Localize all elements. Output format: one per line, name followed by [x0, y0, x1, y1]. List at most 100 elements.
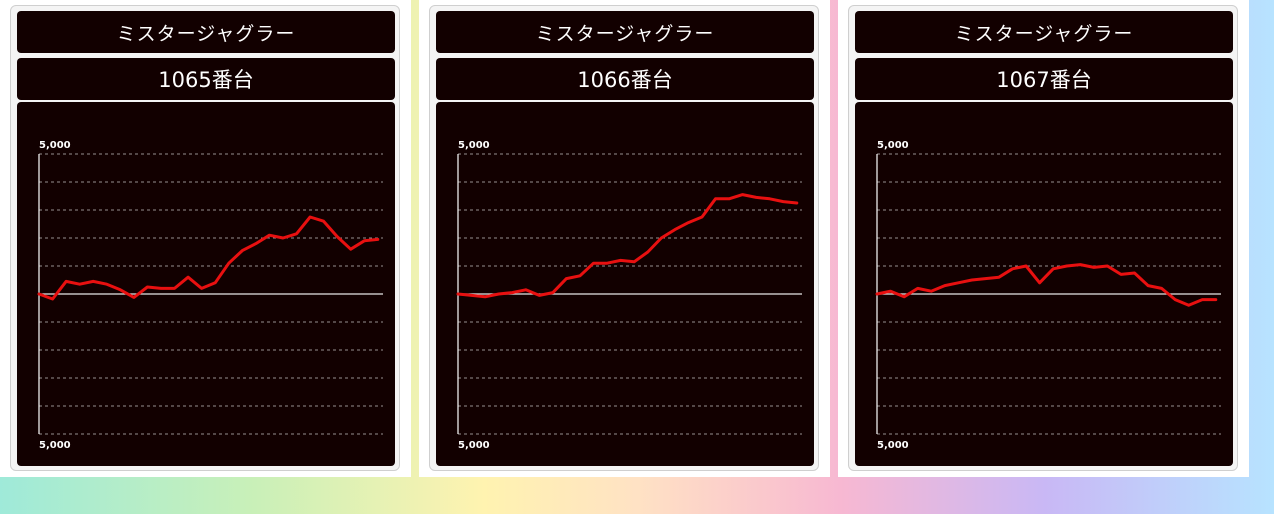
- panel-1066: ミスタージャグラー 1066番台 5,000 5,000: [419, 0, 830, 477]
- data-point: [309, 216, 311, 218]
- data-point: [579, 275, 581, 277]
- data-point: [1160, 287, 1163, 290]
- data-point: [998, 276, 1000, 278]
- data-point: [1038, 282, 1041, 284]
- slump-graph-svg: 5,000 5,000: [875, 140, 1221, 451]
- data-point: [1201, 298, 1204, 301]
- data-point: [282, 237, 284, 239]
- unit-number-label: 1066番台: [436, 58, 814, 100]
- data-point: [984, 277, 987, 280]
- data-point: [633, 261, 635, 263]
- data-point: [227, 262, 230, 264]
- data-point: [470, 294, 473, 297]
- machine-card: ミスタージャグラー 1067番台 5,000 5,000: [848, 5, 1238, 471]
- slump-graph: 5,000 5,000: [855, 102, 1233, 466]
- data-point: [782, 200, 785, 203]
- data-point: [606, 262, 608, 264]
- panel-1067: ミスタージャグラー 1067番台 5,000 5,000: [838, 0, 1249, 477]
- data-point: [701, 216, 703, 218]
- machine-name-label: ミスタージャグラー: [436, 11, 814, 53]
- data-point: [1025, 265, 1027, 267]
- data-point: [646, 251, 649, 253]
- data-point: [295, 233, 298, 235]
- y-bottom-label: 5,000: [39, 440, 71, 451]
- data-point: [1011, 268, 1014, 270]
- data-point: [592, 262, 595, 264]
- unit-number-label: 1065番台: [17, 58, 395, 100]
- data-point: [497, 293, 500, 295]
- data-point: [524, 289, 527, 291]
- data-point: [1215, 298, 1217, 301]
- data-point: [889, 290, 892, 292]
- data-point: [971, 279, 973, 281]
- data-point: [714, 198, 717, 200]
- data-point: [349, 248, 352, 250]
- data-point: [943, 284, 946, 287]
- data-point: [930, 290, 933, 292]
- data-point: [92, 280, 95, 283]
- data-point: [1120, 273, 1122, 276]
- slump-graph-svg: 5,000 5,000: [37, 140, 383, 451]
- data-point: [741, 193, 744, 196]
- data-point: [876, 293, 878, 295]
- data-point: [255, 242, 257, 245]
- machine-name-label: ミスタージャグラー: [855, 11, 1233, 53]
- data-point: [728, 198, 730, 200]
- data-point: [660, 237, 663, 239]
- data-point: [173, 287, 176, 290]
- data-point: [268, 234, 271, 236]
- data-point: [916, 287, 919, 290]
- data-point: [674, 228, 676, 231]
- data-point: [1065, 265, 1068, 267]
- data-point: [768, 198, 771, 200]
- data-point: [1147, 284, 1149, 287]
- data-point: [957, 282, 960, 284]
- data-point: [322, 220, 325, 222]
- data-point: [214, 282, 216, 284]
- data-point: [65, 280, 67, 283]
- data-point: [377, 238, 379, 241]
- data-point: [1187, 304, 1190, 306]
- data-point: [105, 283, 108, 285]
- data-point: [552, 291, 554, 294]
- machine-card: ミスタージャグラー 1065番台 5,000 5,000: [10, 5, 400, 471]
- machine-card: ミスタージャグラー 1066番台 5,000 5,000: [429, 5, 819, 471]
- data-point: [1106, 265, 1109, 267]
- data-point: [903, 296, 905, 298]
- series-line: [875, 263, 1218, 307]
- y-bottom-label: 5,000: [877, 440, 909, 451]
- series-line: [456, 193, 799, 299]
- data-point: [200, 287, 203, 290]
- data-point: [187, 276, 189, 278]
- data-point: [565, 277, 568, 280]
- data-point: [796, 202, 798, 204]
- data-point: [538, 294, 541, 297]
- data-point: [1133, 272, 1136, 274]
- slump-graph: 5,000 5,000: [436, 102, 814, 466]
- slump-graph-svg: 5,000 5,000: [456, 140, 802, 451]
- slump-graph: 5,000 5,000: [17, 102, 395, 466]
- data-point: [511, 291, 514, 294]
- y-top-label: 5,000: [39, 140, 71, 151]
- data-point: [755, 196, 757, 199]
- data-point: [78, 283, 81, 285]
- data-point: [146, 286, 149, 288]
- data-point: [1093, 266, 1095, 269]
- data-point: [687, 221, 690, 224]
- data-point: [336, 235, 338, 238]
- data-point: [457, 293, 459, 295]
- data-point: [51, 298, 54, 300]
- data-point: [119, 289, 122, 291]
- series-line: [37, 215, 380, 301]
- machine-name-label: ミスタージャグラー: [17, 11, 395, 53]
- data-point: [484, 296, 486, 298]
- data-point: [1079, 263, 1082, 266]
- data-point: [1174, 298, 1176, 301]
- data-point: [133, 296, 135, 299]
- data-point: [38, 293, 40, 295]
- data-point: [160, 287, 162, 290]
- data-point: [363, 240, 366, 242]
- y-bottom-label: 5,000: [458, 440, 490, 451]
- data-point: [1052, 268, 1054, 270]
- data-point: [241, 249, 244, 252]
